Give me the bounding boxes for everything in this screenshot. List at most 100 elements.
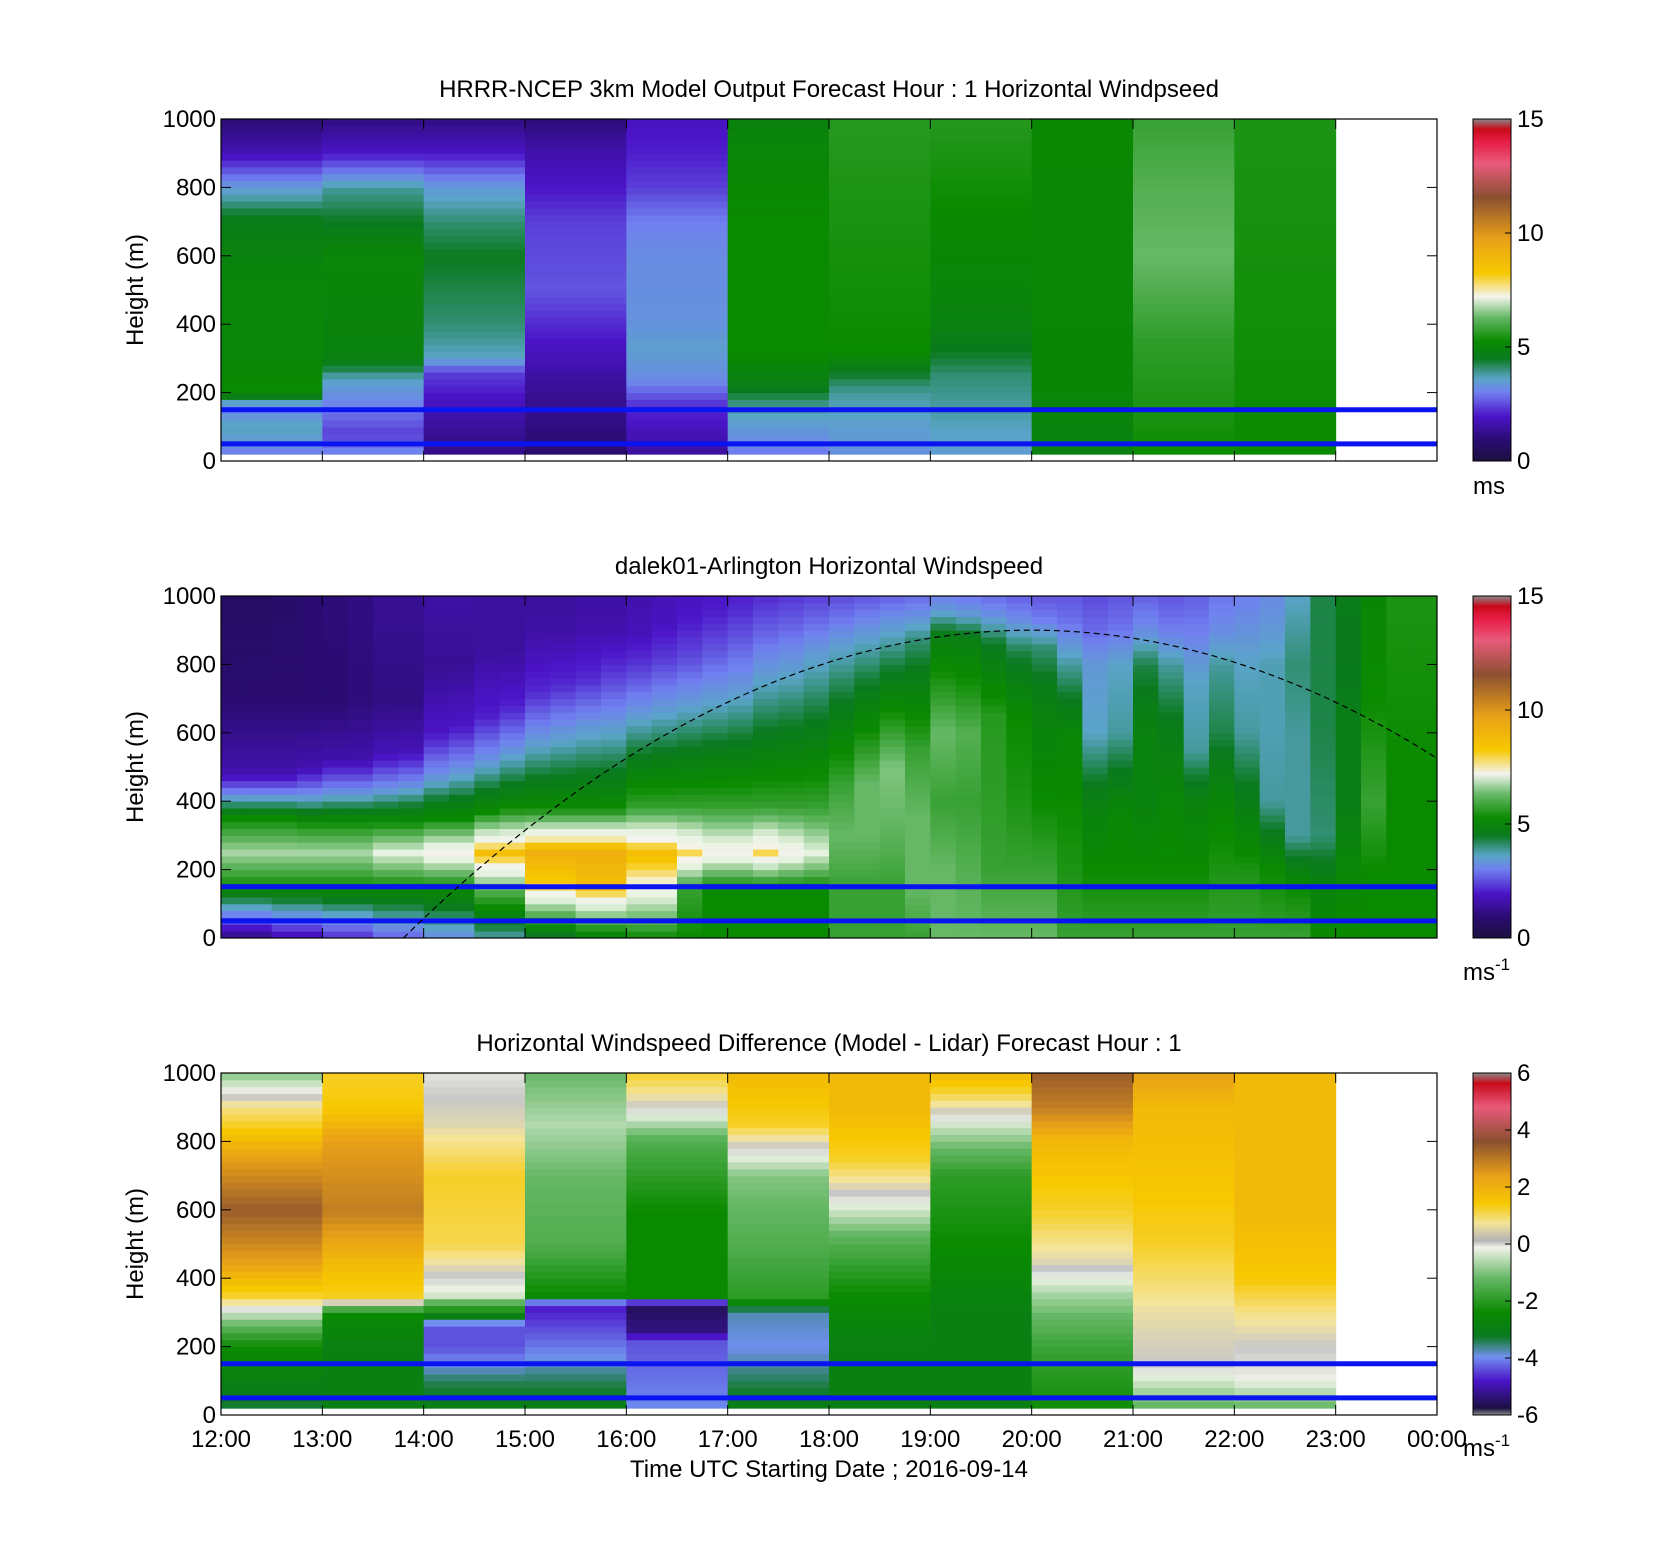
heatmap-cell: [1361, 678, 1387, 686]
heatmap-cell: [1285, 630, 1311, 638]
heatmap-cell: [297, 725, 323, 734]
heatmap-cell: [525, 602, 551, 611]
heatmap-cell: [651, 760, 678, 768]
heatmap-cell: [474, 671, 501, 679]
heatmap-cell: [423, 1244, 526, 1252]
heatmap-cell: [575, 814, 602, 823]
colorbar-tick-label: 15: [1517, 106, 1544, 133]
heatmap-cell: [702, 876, 729, 884]
heatmap-cell: [930, 773, 957, 782]
heatmap-cell: [1031, 392, 1134, 400]
heatmap-cell: [1057, 616, 1083, 624]
heatmap-cell: [778, 821, 805, 830]
heatmap-cell: [550, 842, 577, 850]
heatmap-cell: [221, 331, 323, 339]
heatmap-cell: [423, 125, 526, 134]
heatmap-cell: [753, 808, 779, 816]
heatmap-cell: [221, 1120, 323, 1129]
heatmap-cell: [1031, 194, 1134, 202]
heatmap-cell: [677, 609, 703, 618]
heatmap-cell: [322, 139, 425, 147]
heatmap-cell: [1411, 869, 1437, 877]
heatmap-cell: [905, 910, 931, 918]
heatmap-cell: [474, 698, 501, 706]
heatmap-cell: [1107, 842, 1134, 850]
heatmap-cell: [778, 835, 805, 843]
heatmap-cell: [322, 1100, 425, 1108]
heatmap-cell: [677, 794, 703, 802]
heatmap-cell: [753, 746, 779, 754]
heatmap-cell: [1158, 814, 1185, 823]
heatmap-cell: [1107, 725, 1134, 734]
heatmap-cell: [1057, 650, 1083, 659]
heatmap-cell: [525, 1107, 627, 1115]
heatmap-cell: [525, 1298, 627, 1307]
heatmap-cell: [1234, 1134, 1337, 1142]
heatmap-cell: [423, 447, 526, 455]
heatmap-cell: [727, 657, 754, 665]
heatmap-cell: [1031, 862, 1058, 871]
heatmap-cell: [829, 862, 855, 871]
heatmap-cell: [829, 296, 931, 305]
heatmap-cell: [803, 691, 830, 700]
heatmap-cell: [423, 194, 526, 202]
heatmap-cell: [550, 903, 577, 912]
heatmap-cell: [221, 1291, 323, 1300]
heatmap-cell: [778, 650, 805, 659]
heatmap-cell: [930, 1326, 1033, 1334]
heatmap-cell: [221, 426, 323, 435]
heatmap-cell: [525, 1285, 627, 1293]
heatmap-cell: [727, 242, 830, 250]
heatmap-cell: [1361, 739, 1387, 747]
heatmap-cell: [322, 760, 349, 768]
heatmap-cell: [626, 153, 729, 161]
heatmap-cell: [525, 1161, 627, 1170]
heatmap-cell: [803, 855, 830, 864]
heatmap-cell: [702, 691, 729, 700]
heatmap-cell: [423, 1127, 526, 1136]
heatmap-cell: [221, 385, 323, 394]
heatmap-cell: [423, 814, 450, 823]
x-tick-label: 12:00: [191, 1426, 251, 1453]
heatmap-cell: [423, 725, 450, 734]
heatmap-cell: [423, 344, 526, 353]
heatmap-cell: [727, 725, 754, 734]
heatmap-cell: [1057, 596, 1083, 604]
heatmap-cell: [322, 262, 425, 270]
heatmap-cell: [1361, 855, 1387, 864]
heatmap-cell: [525, 1155, 627, 1163]
heatmap-cell: [1386, 890, 1413, 898]
heatmap-cell: [1259, 787, 1286, 795]
heatmap-cell: [1057, 753, 1083, 761]
heatmap-cell: [322, 780, 349, 789]
heatmap-cell: [1361, 664, 1387, 672]
heatmap-cell: [474, 657, 501, 665]
heatmap-cell: [1259, 876, 1286, 884]
heatmap-cell: [1310, 814, 1337, 823]
heatmap-cell: [373, 828, 399, 836]
heatmap-cell: [930, 890, 957, 898]
heatmap-cell: [221, 160, 323, 168]
heatmap-cell: [423, 855, 450, 864]
heatmap-cell: [373, 616, 399, 624]
heatmap-cell: [525, 317, 627, 325]
heatmap-cell: [423, 773, 450, 782]
heatmap-cell: [981, 657, 1007, 665]
heatmap-cell: [829, 616, 855, 624]
heatmap-cell: [1031, 1100, 1134, 1108]
y-tick-label: 1000: [163, 106, 216, 133]
heatmap-cell: [1031, 1305, 1134, 1313]
heatmap-cell: [1031, 269, 1134, 277]
heatmap-cell: [221, 1134, 323, 1142]
heatmap-cell: [322, 1244, 425, 1252]
heatmap-cell: [1031, 1134, 1134, 1142]
heatmap-cell: [1082, 705, 1109, 713]
heatmap-cell: [449, 855, 475, 864]
heatmap-cell: [347, 814, 374, 823]
heatmap-cell: [981, 801, 1007, 809]
heatmap-cell: [1057, 678, 1083, 686]
heatmap-cell: [1259, 602, 1286, 611]
heatmap-cell: [271, 657, 298, 665]
heatmap-cell: [1057, 780, 1083, 789]
